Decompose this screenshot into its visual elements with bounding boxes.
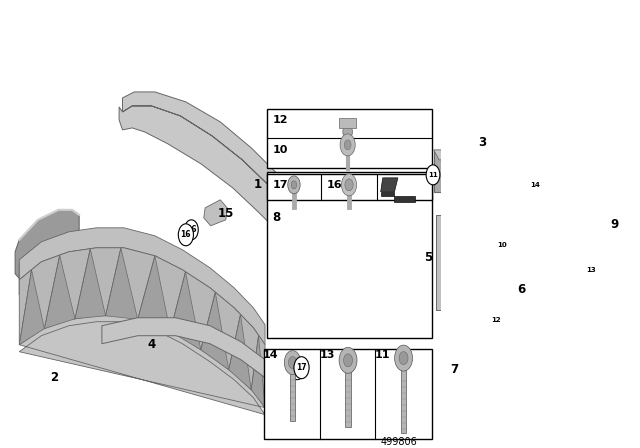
Text: 3: 3 (478, 136, 486, 149)
Circle shape (529, 175, 543, 195)
FancyBboxPatch shape (290, 362, 295, 421)
Polygon shape (201, 292, 228, 370)
FancyBboxPatch shape (557, 210, 591, 268)
Text: 14: 14 (263, 349, 279, 359)
Polygon shape (19, 248, 265, 408)
Polygon shape (591, 210, 599, 278)
Circle shape (489, 310, 502, 330)
FancyBboxPatch shape (267, 174, 431, 200)
FancyBboxPatch shape (267, 109, 431, 168)
Text: 9: 9 (610, 218, 618, 231)
Polygon shape (228, 314, 251, 390)
Text: 12: 12 (273, 115, 288, 125)
Text: 17: 17 (296, 363, 307, 372)
Circle shape (288, 176, 300, 194)
Circle shape (344, 140, 351, 150)
Polygon shape (204, 200, 227, 226)
Circle shape (395, 345, 413, 371)
FancyBboxPatch shape (264, 349, 431, 439)
Circle shape (284, 351, 301, 375)
Circle shape (291, 181, 297, 189)
Text: 2: 2 (50, 371, 58, 384)
FancyBboxPatch shape (436, 215, 484, 310)
Circle shape (340, 134, 355, 156)
Text: 11: 11 (428, 172, 438, 178)
Polygon shape (138, 256, 170, 332)
Circle shape (294, 357, 309, 379)
Polygon shape (19, 270, 44, 345)
Text: 17: 17 (292, 365, 303, 374)
Text: 6: 6 (517, 283, 525, 296)
Circle shape (289, 357, 297, 369)
FancyBboxPatch shape (346, 360, 351, 426)
Polygon shape (381, 192, 415, 202)
Circle shape (495, 235, 509, 255)
FancyBboxPatch shape (401, 358, 406, 433)
Text: 11: 11 (374, 349, 390, 359)
FancyBboxPatch shape (267, 172, 431, 338)
Text: 4: 4 (147, 338, 156, 351)
Circle shape (342, 174, 356, 196)
Circle shape (339, 347, 357, 373)
FancyBboxPatch shape (444, 230, 477, 285)
Text: 14: 14 (531, 182, 541, 188)
Circle shape (399, 352, 408, 365)
Polygon shape (170, 272, 201, 350)
Polygon shape (19, 228, 265, 345)
Text: 10: 10 (498, 242, 508, 248)
Circle shape (584, 260, 598, 280)
Polygon shape (106, 248, 138, 319)
Text: 10: 10 (273, 145, 288, 155)
Circle shape (343, 125, 353, 139)
Polygon shape (102, 318, 300, 420)
Circle shape (184, 220, 198, 240)
Text: 16: 16 (186, 225, 196, 234)
Text: 16: 16 (326, 180, 342, 190)
Text: 17: 17 (273, 180, 288, 190)
Circle shape (426, 165, 440, 185)
Text: 7: 7 (451, 363, 458, 376)
Text: 499806: 499806 (381, 437, 418, 447)
Text: 13: 13 (586, 267, 596, 273)
Circle shape (345, 179, 353, 191)
Polygon shape (251, 335, 265, 408)
Polygon shape (381, 178, 398, 192)
Text: 16: 16 (180, 230, 191, 239)
Polygon shape (119, 92, 322, 264)
Circle shape (179, 224, 193, 246)
Polygon shape (44, 255, 75, 329)
Polygon shape (481, 285, 513, 320)
FancyBboxPatch shape (434, 150, 523, 192)
Text: 8: 8 (273, 211, 281, 224)
FancyBboxPatch shape (339, 118, 356, 128)
Polygon shape (75, 249, 106, 319)
Polygon shape (267, 222, 285, 238)
Text: 1: 1 (254, 178, 262, 191)
Text: 13: 13 (319, 349, 335, 359)
Circle shape (344, 354, 353, 367)
Text: 5: 5 (424, 251, 432, 264)
Polygon shape (15, 210, 79, 280)
Text: 12: 12 (491, 317, 500, 323)
Polygon shape (434, 150, 529, 160)
Polygon shape (440, 320, 479, 368)
Circle shape (291, 360, 304, 379)
Text: 15: 15 (218, 207, 234, 220)
Polygon shape (19, 240, 79, 295)
Polygon shape (19, 316, 265, 415)
